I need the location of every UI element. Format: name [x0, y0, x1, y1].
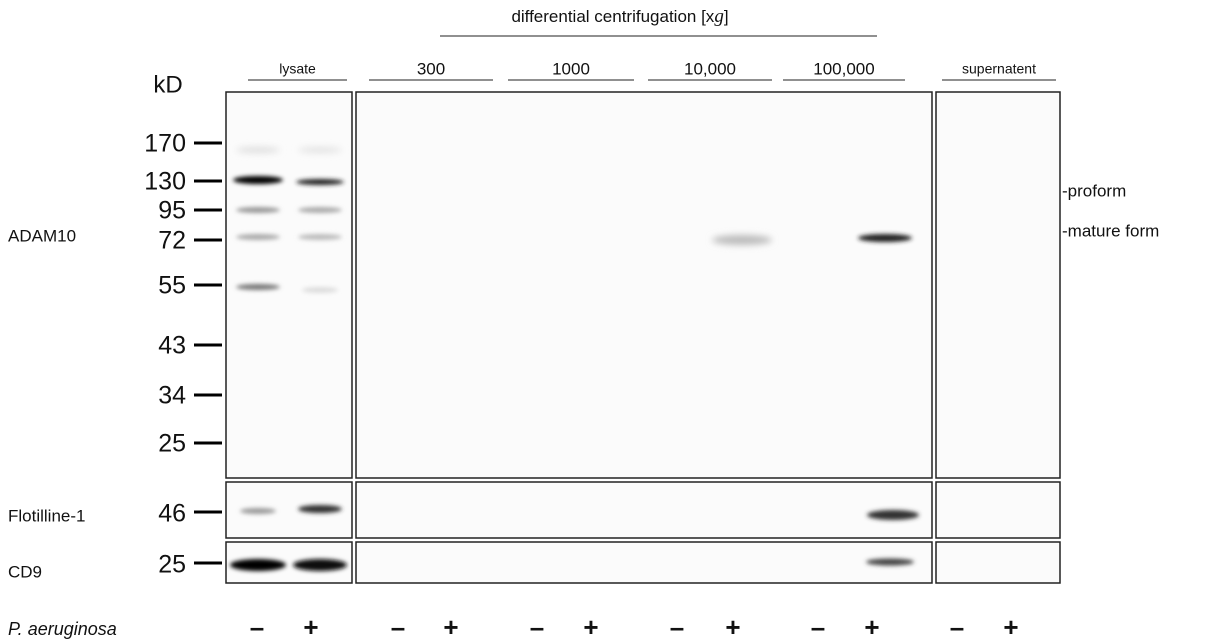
- blot-label: Flotilline-1: [8, 506, 85, 525]
- band: [302, 287, 338, 293]
- unit-label: kD: [153, 71, 182, 98]
- group-label: lysate: [279, 61, 316, 77]
- group-label: 100,000: [813, 59, 874, 78]
- band: [296, 179, 344, 185]
- band-annotation: -proform: [1062, 181, 1126, 200]
- frame: [936, 542, 1060, 583]
- condition-label: P. aeruginosa: [8, 619, 117, 639]
- frame: [356, 482, 932, 538]
- blot-label: CD9: [8, 562, 42, 581]
- group-label: 10,000: [684, 59, 736, 78]
- title-end: ]: [724, 7, 729, 26]
- lane-sign: +: [443, 612, 458, 642]
- band: [230, 559, 286, 571]
- marker-label: 95: [158, 197, 186, 225]
- group-label: 300: [417, 59, 445, 78]
- band: [298, 147, 342, 153]
- frame: [936, 482, 1060, 538]
- band: [293, 559, 347, 571]
- lane-sign: +: [864, 612, 879, 642]
- lane-sign: +: [303, 612, 318, 642]
- lane-sign: –: [950, 612, 964, 642]
- lane-sign: +: [583, 612, 598, 642]
- marker-label: 170: [144, 130, 186, 158]
- band: [236, 207, 280, 213]
- lane-sign: –: [811, 612, 825, 642]
- lane-sign: –: [250, 612, 264, 642]
- frame: [936, 92, 1060, 478]
- marker-label: 25: [158, 551, 186, 579]
- band: [233, 176, 283, 184]
- band: [298, 207, 342, 213]
- group-label: supernatent: [962, 61, 1036, 77]
- lane-sign: –: [530, 612, 544, 642]
- band: [240, 508, 276, 514]
- group-label: 1000: [552, 59, 590, 78]
- band: [867, 510, 919, 520]
- marker-label: 130: [144, 168, 186, 196]
- title-italic: g: [714, 6, 724, 27]
- marker-label: 43: [158, 332, 186, 360]
- blot-label: ADAM10: [8, 226, 76, 245]
- lane-sign: +: [1003, 612, 1018, 642]
- band: [236, 147, 280, 153]
- blot-frames: [226, 92, 1060, 583]
- title-text: differential centrifugation [x: [511, 7, 714, 26]
- marker-label: 55: [158, 272, 186, 300]
- title: differential centrifugation [xg]: [511, 6, 728, 27]
- figure: differential centrifugation [xg] kD lysa: [0, 0, 1206, 643]
- frame: [356, 542, 932, 583]
- band-annotation: -mature form: [1062, 221, 1159, 240]
- frame: [356, 92, 932, 478]
- marker-label: 25: [158, 430, 186, 458]
- lane-sign: –: [391, 612, 405, 642]
- band: [298, 234, 342, 240]
- lane-sign: –: [670, 612, 684, 642]
- band: [866, 559, 914, 566]
- band: [712, 235, 772, 245]
- band: [858, 234, 912, 242]
- marker-label: 72: [158, 227, 186, 255]
- marker-label: 34: [158, 382, 186, 410]
- band: [236, 284, 280, 290]
- marker-label: 46: [158, 500, 186, 528]
- band: [236, 234, 280, 240]
- band: [298, 505, 342, 513]
- lane-sign: +: [725, 612, 740, 642]
